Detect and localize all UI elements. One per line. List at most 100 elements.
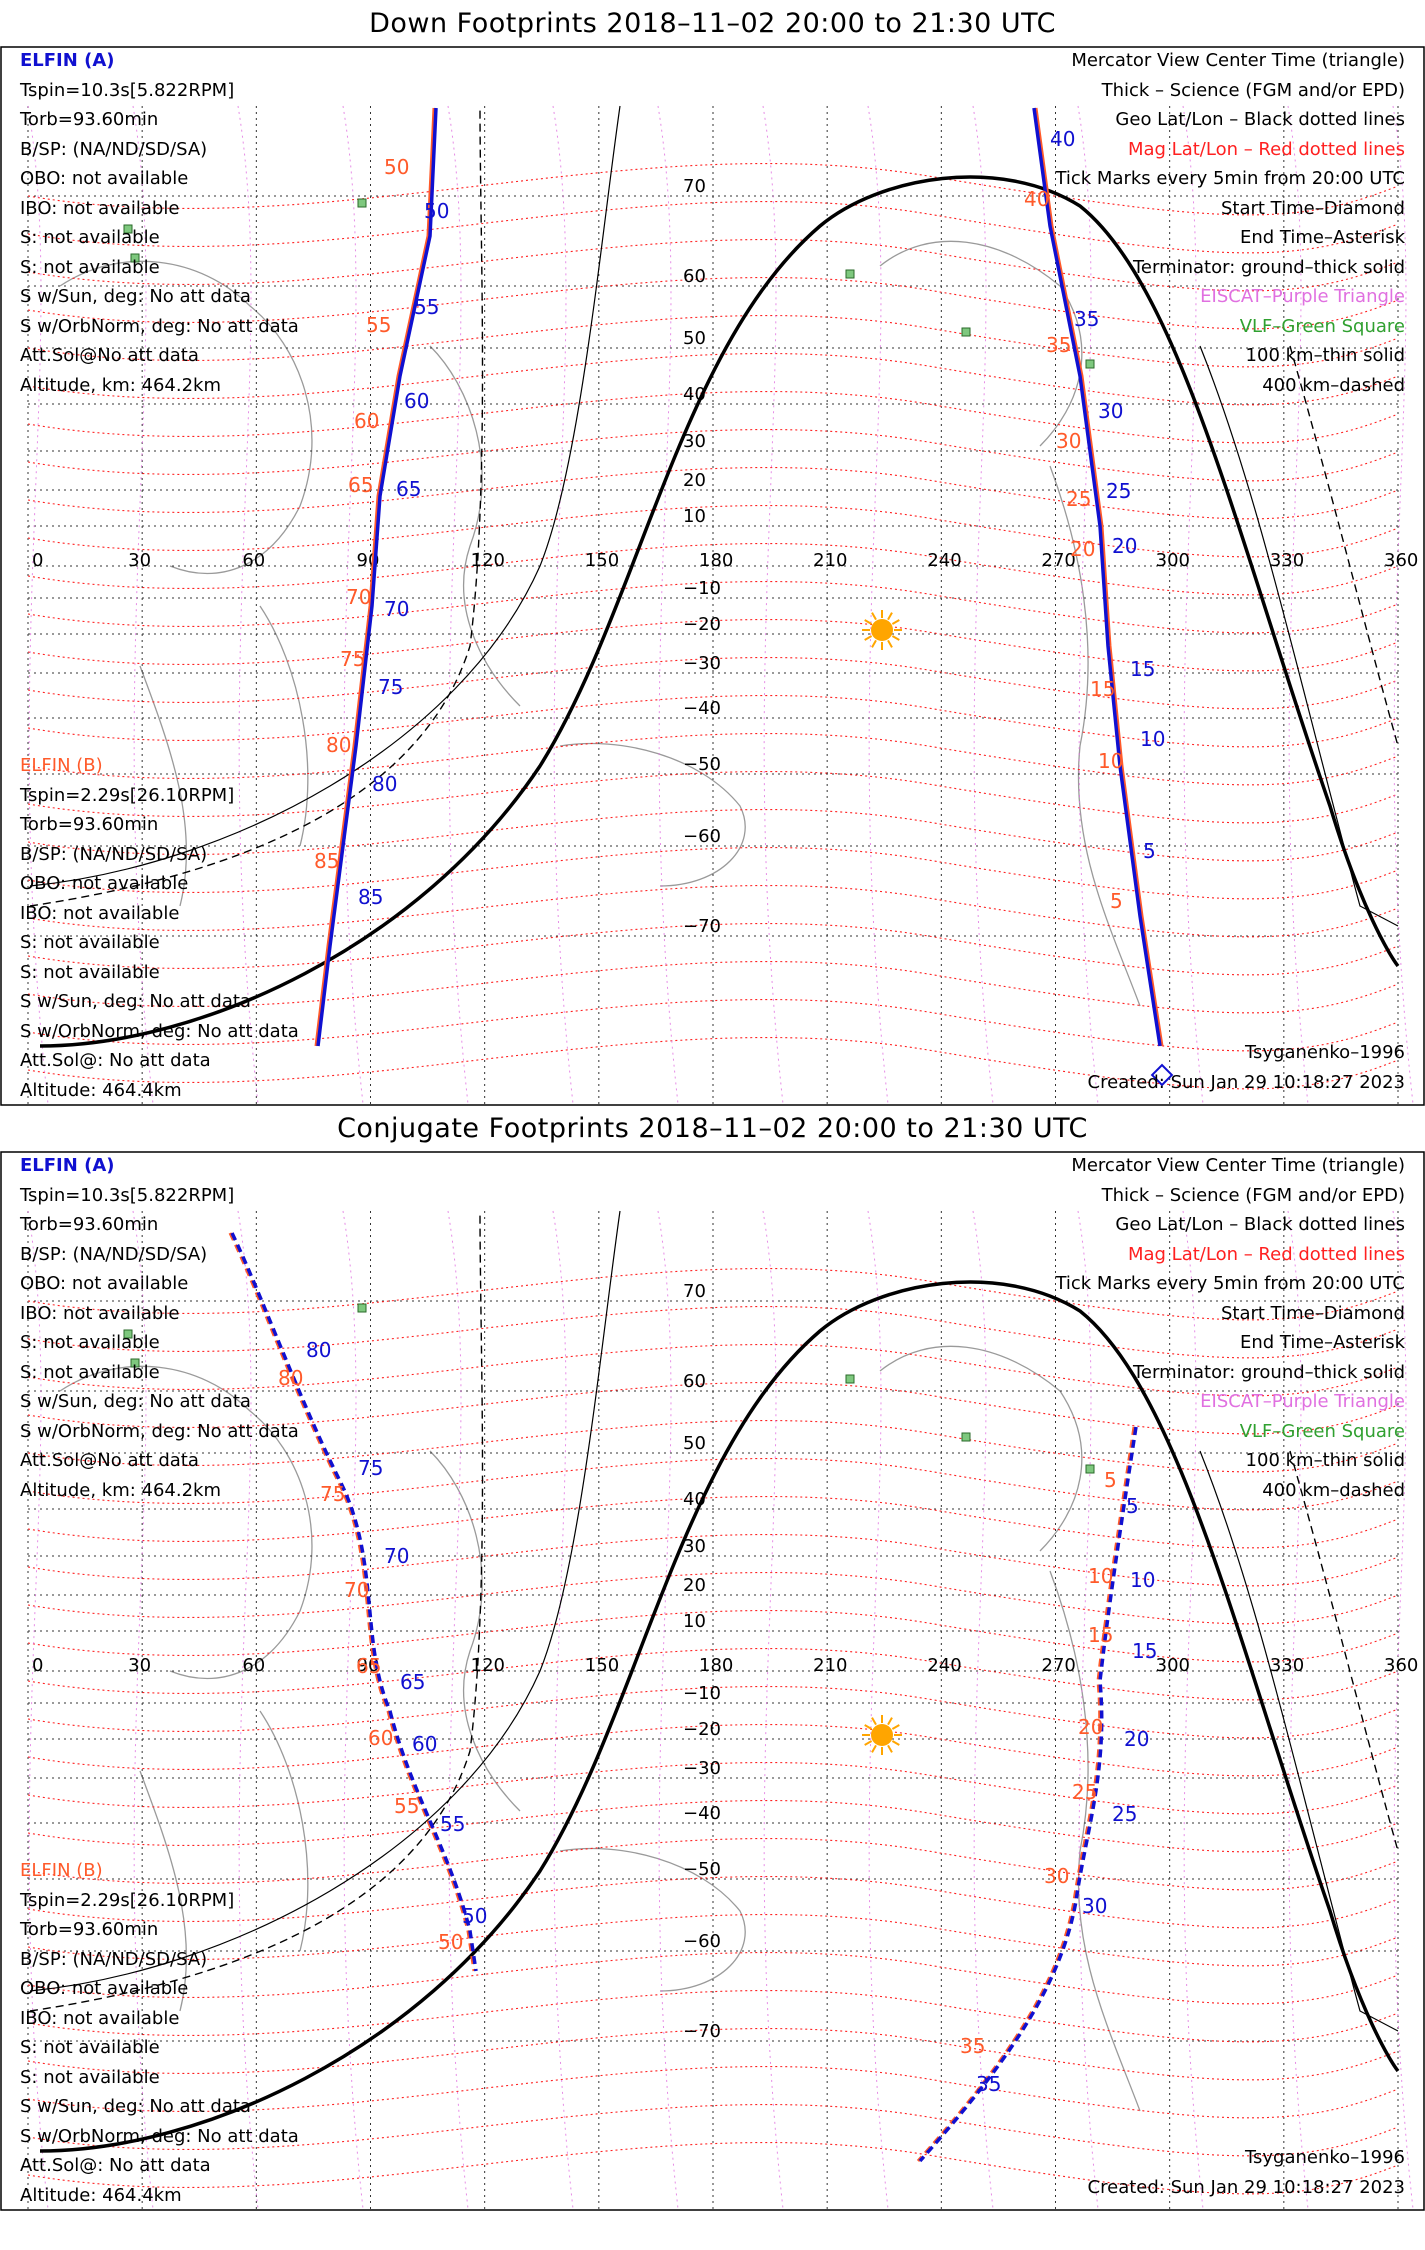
mag-parallel: [27, 277, 1399, 330]
sun-ray: [891, 1740, 900, 1746]
mag-parallel: [27, 1037, 1399, 1090]
lon-tick-label: 270: [1042, 1655, 1076, 1676]
vlf-station-marker: [845, 269, 855, 279]
info-line: Altitude: 464.4km: [20, 2184, 182, 2206]
elfin-a-tick-label: 55: [440, 1812, 465, 1836]
lat-tick-label: −10: [683, 578, 721, 599]
mag-meridian: [657, 105, 679, 1105]
lon-tick-label: 240: [927, 1655, 961, 1676]
elfin-a-tick-label: 80: [306, 1338, 331, 1362]
sun-ray: [864, 1724, 873, 1730]
terminator-100km-east: [1199, 1450, 1399, 2032]
mag-parallel: [27, 239, 1399, 292]
mag-meridian: [237, 105, 259, 1105]
mag-parallel: [27, 847, 1399, 900]
info-line: Att.Sol@: No att data: [20, 2155, 211, 2176]
mag-parallel: [27, 1800, 1399, 1853]
lon-tick-label: 120: [471, 1655, 505, 1676]
conj-elfin-a-info: ELFIN (A) Tspin=10.3s[5.822RPM] Torb=93.…: [20, 1151, 299, 1505]
mag-parallel: [27, 961, 1399, 1014]
elfin-b-tick-label: 60: [354, 409, 379, 433]
elfin-b-tick-label: 5: [1110, 889, 1123, 913]
lon-tick-label: 60: [242, 550, 265, 571]
lon-tick-label: 360: [1384, 550, 1418, 571]
mag-parallel: [27, 1496, 1399, 1549]
coastline: [559, 742, 746, 887]
down-elfin-a-info: ELFIN (A) Tspin=10.3s[5.822RPM] Torb=93.…: [20, 46, 299, 400]
elfin-a-tick-label: 25: [1112, 1802, 1137, 1826]
elfin-a-tick-label: 60: [404, 389, 429, 413]
info-line: B/SP: (NA/ND/SD/SA): [20, 843, 208, 865]
mag-parallel: [27, 1876, 1399, 1929]
info-line: OBO: not available: [20, 1273, 189, 1294]
lon-tick-label: 240: [927, 550, 961, 571]
elfin-b-tick-label: 50: [384, 155, 409, 179]
elfin-a-tick-label: 75: [378, 675, 403, 699]
sun-ray: [887, 639, 893, 648]
lon-tick-label: 120: [471, 550, 505, 571]
info-line: S: not available: [20, 1332, 160, 1353]
lat-tick-label: 10: [683, 506, 706, 527]
conj-footer: Tsyganenko–1996 Created: Sun Jan 29 10:1…: [1088, 2143, 1405, 2202]
lat-tick-label: −20: [683, 1719, 721, 1740]
conj-legend: Mercator View Center Time (triangle) Thi…: [1055, 1151, 1405, 1505]
elfin-a-tick-label: 30: [1098, 399, 1123, 423]
sun-disk: [871, 1724, 893, 1746]
lon-tick-label: 330: [1270, 550, 1304, 571]
sun-ray: [887, 1744, 893, 1753]
info-line: S: not available: [20, 256, 160, 278]
coastline: [429, 1450, 521, 1812]
mag-parallel: [27, 1534, 1399, 1587]
info-line: S w/OrbNorm, deg: No att data: [20, 2125, 299, 2147]
down-footer: Tsyganenko–1996 Created: Sun Jan 29 10:1…: [1088, 1038, 1405, 1097]
elfin-b-tick-label: 75: [320, 1482, 345, 1506]
down-elfin-a-name: ELFIN (A): [20, 50, 115, 71]
legend-item: Mercator View Center Time (triangle): [1071, 50, 1405, 71]
terminator-100km: [29, 1210, 621, 1992]
sun-ray: [864, 635, 873, 641]
elfin-a-tick-label: 50: [424, 199, 449, 223]
coastline: [259, 605, 309, 847]
legend-item: Thick – Science (FGM and/or EPD): [1101, 1184, 1405, 1206]
info-line: S w/OrbNorm, deg: No att data: [20, 1020, 299, 1042]
elfin-a-tick-label: 20: [1112, 534, 1137, 558]
legend-item: Thick – Science (FGM and/or EPD): [1101, 79, 1405, 101]
elfin-a-tick-label: 65: [400, 1670, 425, 1694]
sun-ray: [871, 639, 877, 648]
lat-tick-label: −50: [683, 1859, 721, 1880]
elfin-a-tick-label: 85: [358, 885, 383, 909]
lon-tick-label: 330: [1270, 1655, 1304, 1676]
mag-meridian: [1287, 1210, 1309, 2210]
info-line: S w/Sun, deg: No att data: [20, 991, 251, 1012]
elfin-b-tick-label: 80: [326, 733, 351, 757]
mag-parallel: [27, 1990, 1399, 2043]
conj-panel-title: Conjugate Footprints 2018–11–02 20:00 to…: [337, 1113, 1088, 1144]
vlf-station-marker: [845, 1374, 855, 1384]
mag-parallel: [27, 1686, 1399, 1739]
mag-parallel: [27, 1344, 1399, 1397]
elfin-b-tick-label: 20: [1078, 1715, 1103, 1739]
mag-meridian: [1392, 105, 1414, 1105]
lat-tick-label: 10: [683, 1611, 706, 1632]
mag-parallel: [27, 2142, 1399, 2195]
elfin-b-tick-label: 15: [1090, 677, 1115, 701]
mag-parallel: [27, 581, 1399, 634]
legend-item: 100 km–thin solid: [1245, 1450, 1405, 1471]
elfin-a-tick-label: 50: [462, 1904, 487, 1928]
elfin-a-tick-label: 10: [1130, 1568, 1155, 1592]
lat-tick-label: 60: [683, 1371, 706, 1392]
mag-parallel: [27, 1610, 1399, 1663]
sun-ray: [871, 1744, 877, 1753]
mag-meridian: [447, 105, 469, 1105]
down-panel-title: Down Footprints 2018–11–02 20:00 to 21:3…: [369, 8, 1056, 39]
vlf-station-marker: [1085, 1464, 1095, 1474]
lon-tick-label: 30: [128, 550, 151, 571]
elfin-b-tick-label: 25: [1072, 1780, 1097, 1804]
legend-item: VLF–Green Square: [1239, 315, 1405, 337]
lat-tick-label: 50: [683, 1433, 706, 1454]
sun-ray: [891, 1724, 900, 1730]
lat-tick-label: 60: [683, 266, 706, 287]
terminator-400km: [29, 1210, 484, 2012]
info-line: S: not available: [20, 961, 160, 983]
mag-meridian: [762, 105, 784, 1105]
